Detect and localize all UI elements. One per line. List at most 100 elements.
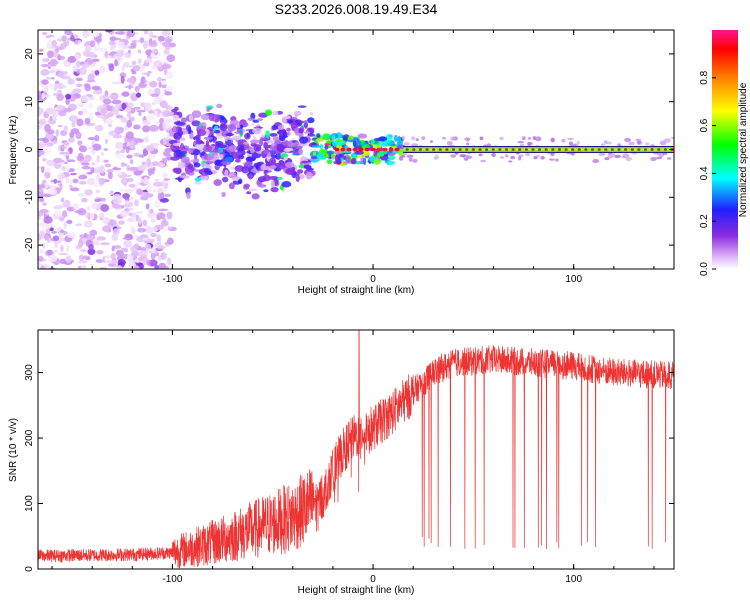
spectrogram-blob	[66, 206, 76, 212]
spectrogram-blob	[84, 117, 91, 125]
spectrogram-blob	[63, 125, 68, 132]
spectrogram-blob	[532, 136, 536, 140]
spectrogram-blob	[265, 130, 270, 139]
spectrogram-blob	[269, 145, 275, 150]
spectrogram-blob	[63, 221, 67, 230]
spectrogram-blob	[385, 160, 396, 165]
spectrogram-blob	[56, 46, 64, 51]
spectrogram-blob	[119, 187, 124, 194]
spectrogram-blob	[292, 152, 298, 156]
carrier-peak	[531, 148, 535, 151]
spectrogram-blob	[311, 144, 322, 148]
spectrogram-blob	[499, 136, 504, 140]
spectrogram-blob	[58, 110, 67, 117]
spectrogram-blob	[285, 161, 295, 168]
spectrogram-blob	[112, 197, 123, 205]
spectrogram-blob	[173, 132, 178, 139]
spectrogram-blob	[216, 103, 223, 109]
spectrogram-blob	[294, 112, 298, 118]
spectrogram-blob	[88, 244, 94, 251]
spectrogram-blob	[95, 189, 101, 194]
spectrogram-blob	[103, 159, 109, 163]
spectrogram-blob	[78, 176, 85, 180]
spectrogram-blob	[550, 137, 555, 143]
spectrogram-blob	[114, 31, 125, 35]
spectrogram-blob	[91, 58, 100, 62]
spectrogram-blob	[163, 49, 170, 55]
spectrogram-blob	[279, 137, 284, 141]
spectrogram-blob	[146, 158, 152, 167]
spectrogram-blob	[44, 149, 52, 154]
spectrogram-blob	[168, 42, 177, 48]
spectrogram-blob	[60, 197, 65, 203]
spectrogram-blob	[151, 35, 158, 39]
spectrogram-blob	[442, 137, 447, 140]
spectrogram-blob	[134, 137, 142, 143]
spectrogram-blob	[203, 136, 213, 141]
chart-title: S233.2026.008.19.49.E34	[275, 1, 438, 17]
spectrogram-blob	[51, 46, 58, 50]
spectrogram-blob	[270, 186, 279, 193]
spectrogram-blob	[77, 140, 83, 146]
spectrogram-blob	[177, 161, 186, 169]
spectrogram-blob	[345, 155, 351, 163]
spectrogram-blob	[143, 136, 150, 143]
spectrogram-blob	[53, 157, 63, 163]
spectrogram-blob	[140, 101, 145, 107]
spectrogram-blob	[155, 178, 159, 182]
spectrogram-blob	[137, 49, 142, 54]
spectrogram-blob	[49, 70, 56, 74]
carrier-peak	[571, 148, 575, 151]
spectrogram-blob	[535, 136, 542, 142]
spectrogram-blob	[78, 254, 84, 262]
spectrogram-blob	[406, 154, 414, 158]
spectrogram-blob	[555, 158, 559, 162]
spectrogram-blob	[536, 154, 540, 158]
spectrogram-blob	[44, 85, 49, 93]
spectrogram-blob	[66, 220, 73, 224]
colorbar-tick-label: 0.2	[699, 214, 710, 228]
spectrogram-blob	[116, 265, 122, 269]
spectrogram-blob	[45, 168, 52, 173]
spectrogram-blob	[129, 77, 136, 86]
y-tick-label: 200	[24, 429, 35, 446]
spectrogram-blob	[94, 198, 101, 202]
spectrogram-blob	[53, 117, 57, 121]
spectrogram-blob	[156, 76, 162, 82]
spectrogram-blob	[94, 70, 100, 76]
spectrogram-blob	[167, 226, 173, 230]
spectrogram-blob	[228, 182, 235, 190]
spectrogram-blob	[68, 32, 74, 36]
emerging-peak	[346, 147, 352, 152]
spectrogram-blob	[68, 137, 75, 143]
spectrogram-blob	[224, 156, 233, 163]
spectrogram-blob	[130, 93, 138, 102]
spectrogram-blob	[64, 161, 68, 165]
spectrogram-blob	[46, 226, 51, 230]
spectrogram-blob	[214, 159, 225, 167]
spectrogram-blob	[308, 128, 314, 136]
spectrogram-blob	[98, 177, 106, 185]
spectrogram-blob	[98, 165, 106, 174]
spectrogram-blob	[146, 114, 155, 121]
spectrogram-blob	[163, 178, 171, 181]
spectrogram-blob	[270, 180, 276, 188]
spectrogram-blob	[77, 39, 82, 45]
spectrogram-blob	[222, 176, 229, 183]
spectrogram-blob	[95, 259, 104, 263]
spectrogram-blob	[122, 62, 130, 68]
spectrogram-blob	[87, 103, 94, 110]
spectrogram-blob	[251, 193, 260, 200]
spectrogram-blob	[224, 169, 229, 178]
spectrogram-blob	[127, 167, 137, 171]
spectrogram-blob	[252, 135, 257, 141]
spectrogram-blob	[324, 144, 329, 150]
spectrogram-blob	[111, 245, 115, 252]
spectrogram-blob	[57, 104, 64, 110]
spectrogram-blob	[253, 144, 262, 152]
spectrogram-blob	[59, 216, 65, 222]
spectrogram-blob	[142, 145, 146, 149]
spectrogram-blob	[208, 113, 215, 122]
spectrogram-blob	[52, 92, 59, 96]
spectrogram-blob	[352, 140, 357, 147]
